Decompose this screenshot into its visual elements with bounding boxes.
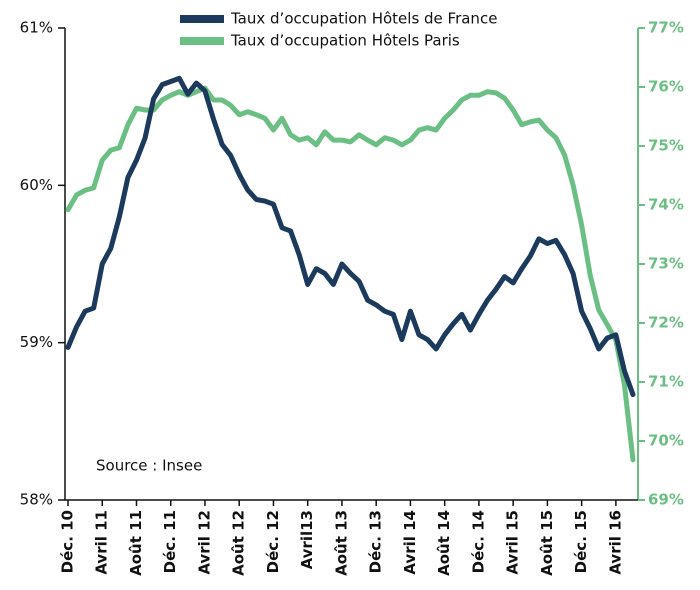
x-tick-label: Août 13 [332, 510, 350, 576]
x-tick-label: Avril 12 [195, 510, 213, 575]
x-tick-label: Déc. 10 [59, 510, 77, 573]
series-line [65, 85, 636, 463]
legend-label: Taux d’occupation Hôtels de France [230, 10, 497, 28]
x-tick-label: Août 11 [127, 510, 145, 576]
legend-label: Taux d’occupation Hôtels Paris [230, 32, 460, 50]
x-tick-label: Déc. 15 [572, 510, 590, 573]
x-tick-label: Août 14 [435, 510, 453, 576]
x-tick-label: Déc. 13 [367, 510, 385, 573]
y2-tick-label: 76% [648, 78, 684, 96]
x-tick-label: Déc. 12 [264, 510, 282, 573]
y2-tick-label: 70% [648, 432, 684, 450]
y2-tick-label: 75% [648, 137, 684, 155]
y2-tick-label: 72% [648, 314, 684, 332]
annotation: Source : Insee [96, 457, 202, 475]
x-tick-label: Avril 15 [504, 510, 522, 575]
x-tick-label: Avril 16 [606, 510, 624, 575]
y-tick-label: 58% [20, 491, 53, 509]
x-tick-label: Avril13 [298, 510, 316, 569]
y2-tick-label: 69% [648, 491, 684, 509]
y2-tick-label: 73% [648, 255, 684, 273]
y-tick-label: 59% [20, 333, 53, 351]
x-tick-label: Déc. 14 [469, 510, 487, 573]
y2-tick-label: 74% [648, 196, 684, 214]
series-line [65, 75, 636, 398]
x-tick-label: Août 15 [538, 510, 556, 576]
y2-tick-label: 77% [648, 19, 684, 37]
x-tick-label: Août 12 [230, 510, 248, 576]
x-tick-label: Avril 11 [93, 510, 111, 575]
x-tick-label: Déc. 11 [161, 510, 179, 573]
y2-tick-label: 71% [648, 373, 684, 391]
y-tick-label: 60% [20, 176, 53, 194]
x-tick-label: Avril 14 [401, 510, 419, 575]
y-tick-label: 61% [20, 19, 53, 37]
